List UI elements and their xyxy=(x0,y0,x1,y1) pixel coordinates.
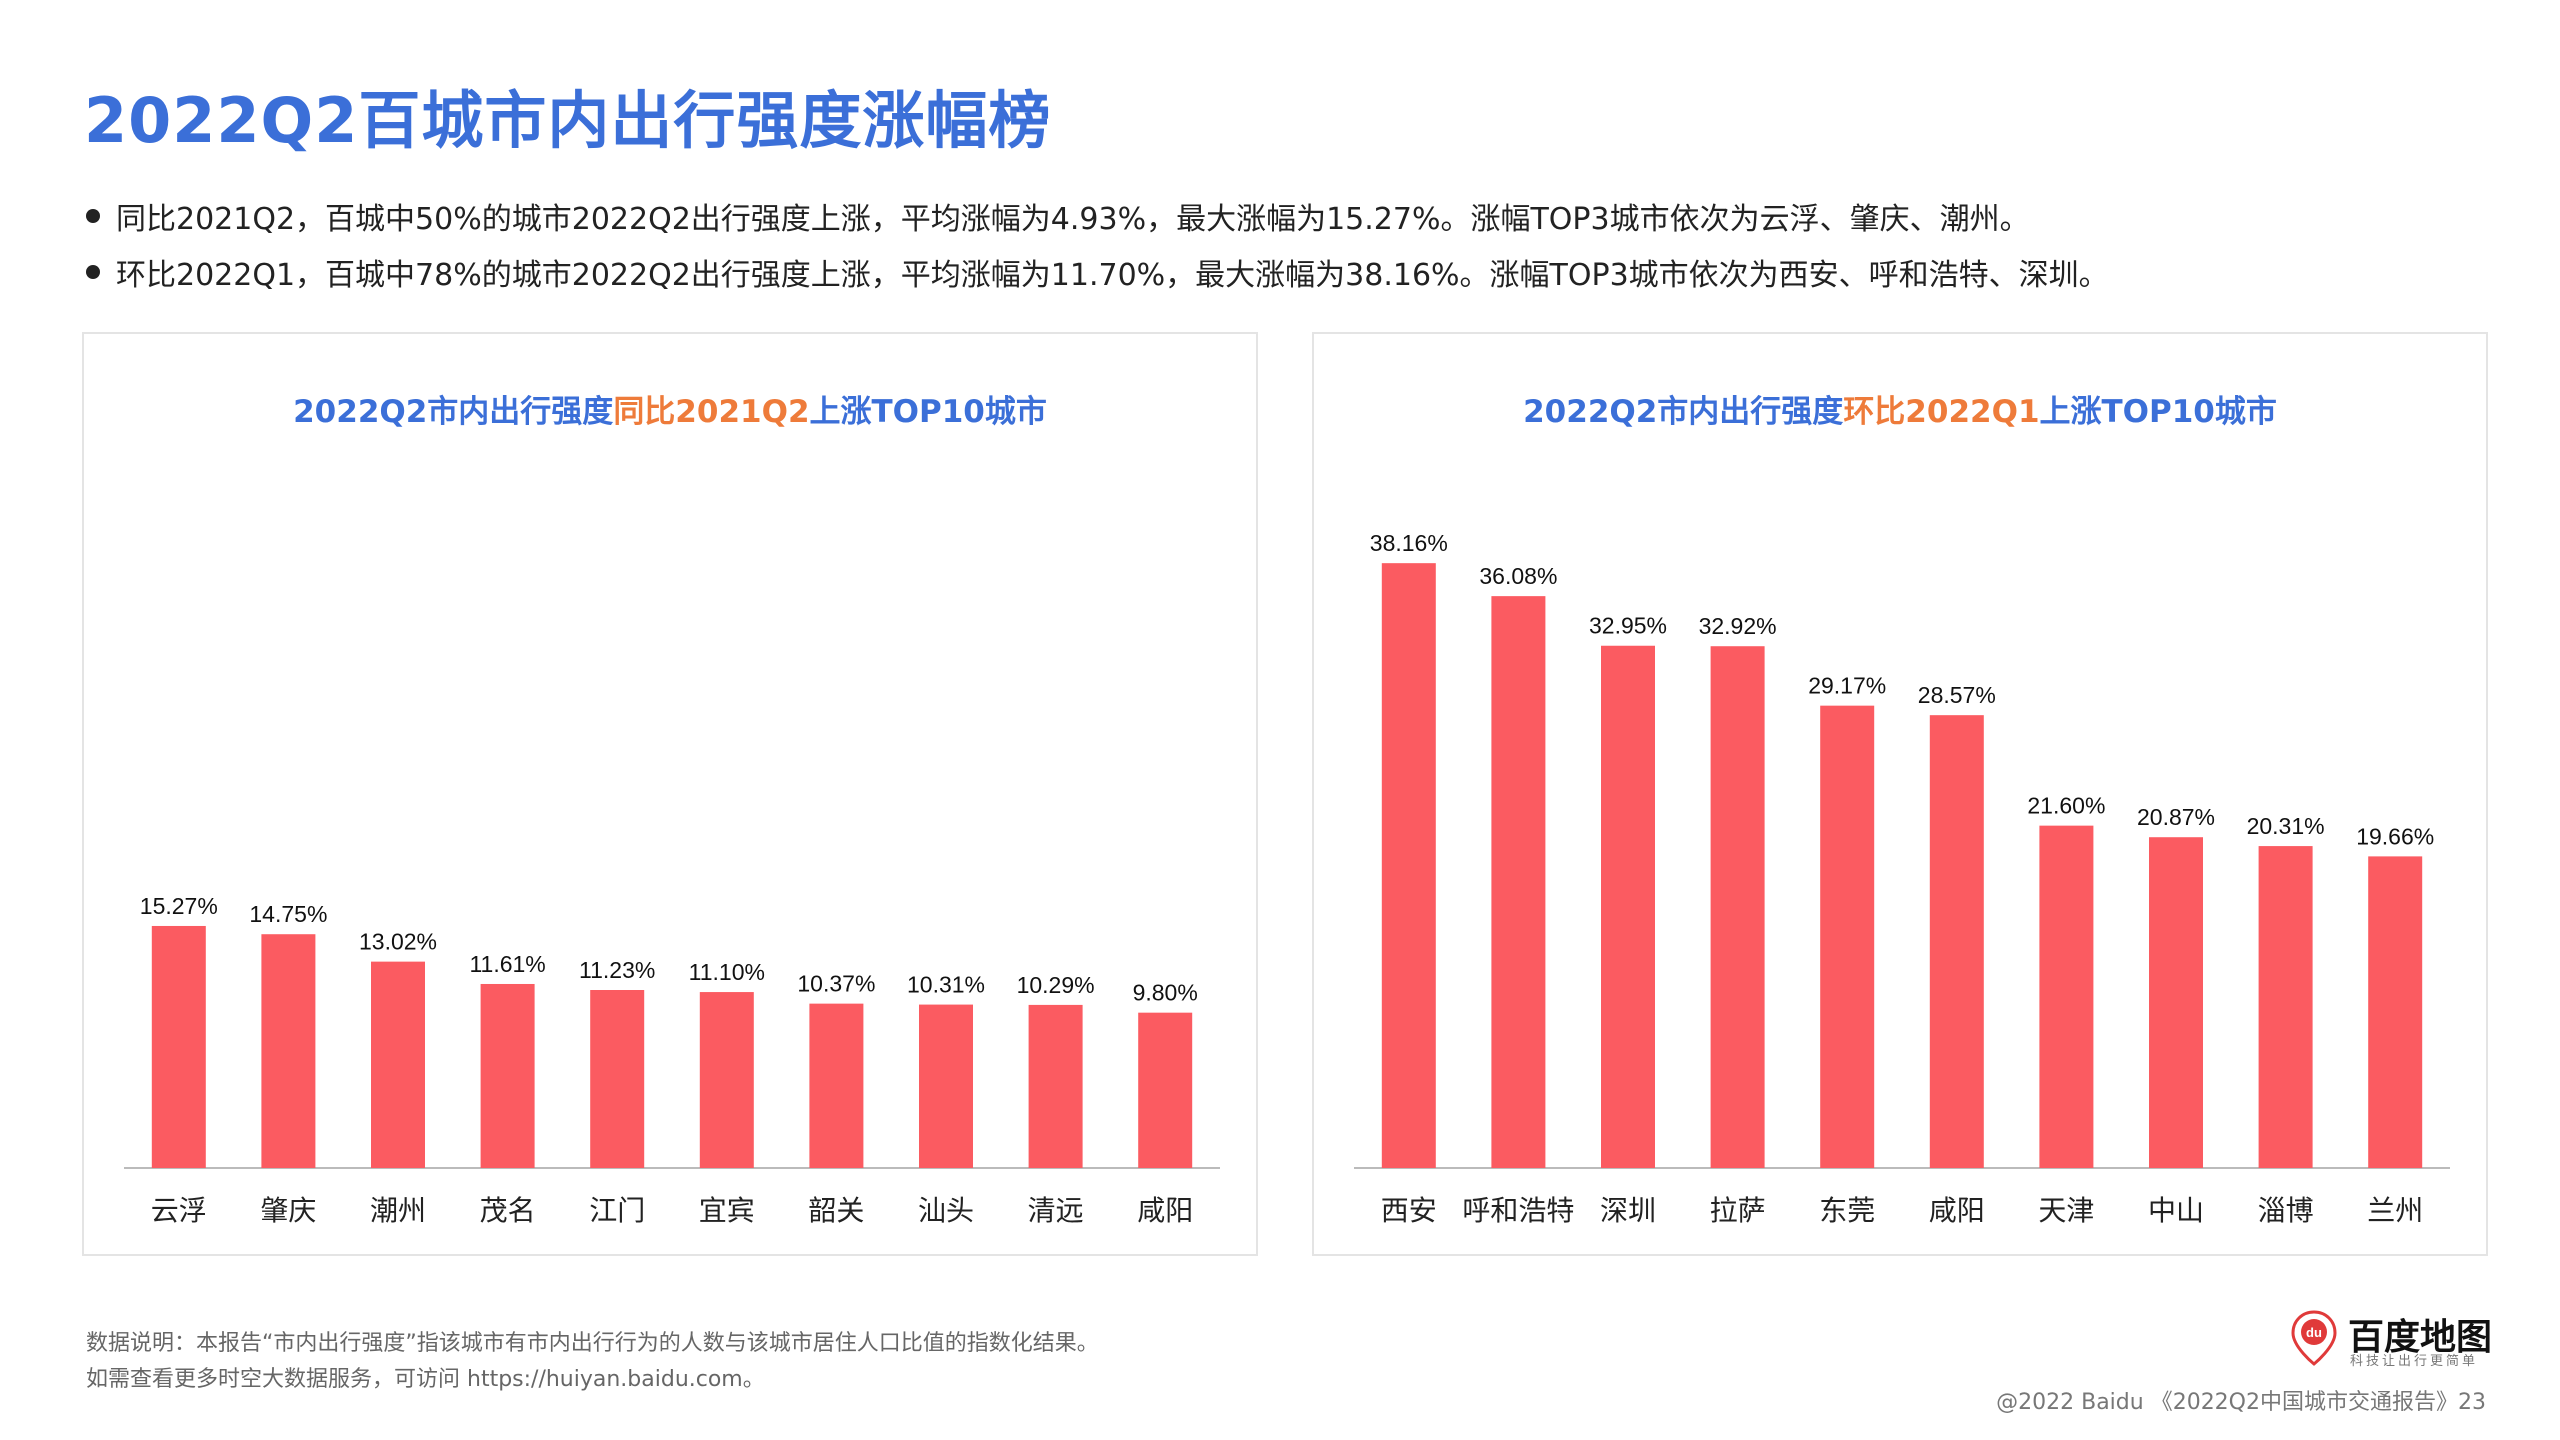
category-label: 中山 xyxy=(2148,1194,2204,1227)
bar xyxy=(1929,715,1984,1168)
chart-title-highlight: 同比2021Q2 xyxy=(613,394,810,430)
footnote-link: 如需查看更多时空大数据服务，可访问 https://huiyan.baidu.c… xyxy=(86,1367,765,1392)
data-label: 36.08% xyxy=(1479,563,1557,589)
chart-title-yoy: 2022Q2市内出行强度同比2021Q2上涨TOP10城市 xyxy=(84,386,1256,431)
data-label: 11.10% xyxy=(689,959,765,985)
category-label: 呼和浩特 xyxy=(1462,1194,1574,1227)
chart-title-highlight: 环比2022Q1 xyxy=(1843,394,2040,430)
chart-title-part: 2022Q2市内出行强度 xyxy=(1523,394,1844,430)
bar xyxy=(590,990,645,1168)
bar xyxy=(2149,837,2203,1168)
data-label: 9.80% xyxy=(1133,980,1198,1006)
data-label: 19.66% xyxy=(2356,823,2434,849)
footnote-definition: 数据说明：本报告“市内出行强度”指该城市有市内出行行为的人数与该城市居住人口比值… xyxy=(86,1331,1099,1356)
bar xyxy=(2258,846,2313,1168)
bar xyxy=(1491,596,1546,1168)
category-label: 天津 xyxy=(2038,1194,2094,1227)
chart-title-part: 2022Q2市内出行强度 xyxy=(293,394,614,430)
data-label: 32.92% xyxy=(1699,613,1777,639)
category-label: 西安 xyxy=(1381,1194,1437,1227)
page-title: 2022Q2百城市内出行强度涨幅榜 xyxy=(84,84,1052,157)
category-label: 江门 xyxy=(589,1194,645,1227)
bar-chart-qoq: 38.16% 西安 36.08% 呼和浩特 32.95% 深圳 32.92% 拉萨 29.17%… xyxy=(1354,530,2450,1227)
category-label: 深圳 xyxy=(1600,1194,1656,1227)
bar xyxy=(151,925,206,1168)
brand-name: 百度地图 xyxy=(2348,1317,2493,1358)
data-footnote: 数据说明：本报告“市内出行强度”指该城市有市内出行行为的人数与该城市居住人口比值… xyxy=(86,1326,1099,1398)
category-label: 潮州 xyxy=(370,1194,426,1227)
data-label: 29.17% xyxy=(1808,673,1886,699)
bar xyxy=(371,961,425,1168)
bar xyxy=(480,983,535,1168)
bar xyxy=(919,1004,973,1168)
bullet-dot-icon xyxy=(86,209,100,223)
data-label: 13.02% xyxy=(359,929,437,955)
bar xyxy=(261,934,316,1168)
map-pin-logo-icon: du xyxy=(2291,1310,2337,1366)
category-label: 拉萨 xyxy=(1710,1194,1766,1227)
data-label: 10.37% xyxy=(797,971,875,997)
category-label: 东莞 xyxy=(1819,1194,1875,1227)
summary-text-yoy: 同比2021Q2，百城中50%的城市2022Q2出行强度上涨，平均涨幅为4.93… xyxy=(116,202,2030,237)
summary-text-qoq: 环比2022Q1，百城中78%的城市2022Q2出行强度上涨，平均涨幅为11.7… xyxy=(116,258,2109,293)
data-label: 11.23% xyxy=(579,957,655,983)
bar xyxy=(1028,1004,1083,1168)
data-label: 11.61% xyxy=(469,951,545,977)
bar xyxy=(2039,825,2094,1168)
bar xyxy=(1820,705,1875,1168)
category-label: 汕头 xyxy=(918,1194,974,1227)
category-label: 淄博 xyxy=(2258,1194,2314,1227)
category-label: 韶关 xyxy=(808,1194,864,1227)
category-label: 咸阳 xyxy=(1137,1194,1193,1227)
bar xyxy=(699,992,754,1168)
data-label: 21.60% xyxy=(2027,793,2105,819)
summary-bullets: 同比2021Q2，百城中50%的城市2022Q2出行强度上涨，平均涨幅为4.93… xyxy=(86,188,2109,300)
chart-title-qoq: 2022Q2市内出行强度环比2022Q1上涨TOP10城市 xyxy=(1314,386,2486,431)
data-label: 38.16% xyxy=(1370,530,1448,556)
chart-panel-yoy: 2022Q2市内出行强度同比2021Q2上涨TOP10城市 15.27% 云浮 14… xyxy=(82,332,1258,1256)
bar-chart-yoy: 15.27% 云浮 14.75% 肇庆 13.02% 潮州 11.61% 茂名 11.23% 江门… xyxy=(124,893,1220,1227)
bar xyxy=(2368,856,2423,1168)
chart-panel-qoq: 2022Q2市内出行强度环比2022Q1上涨TOP10城市 38.16% 西安 36… xyxy=(1312,332,2488,1256)
bar xyxy=(1381,563,1436,1168)
bar xyxy=(809,1003,864,1168)
brand-logo: du 百度地图 科技让出行更简单 xyxy=(2290,1306,2500,1369)
category-label: 茂名 xyxy=(480,1194,536,1227)
category-label: 兰州 xyxy=(2367,1194,2423,1227)
category-label: 云浮 xyxy=(151,1194,207,1227)
chart-title-part: 上涨TOP10城市 xyxy=(809,394,1047,430)
brand-icon-text: du xyxy=(2306,1325,2322,1340)
data-label: 28.57% xyxy=(1918,682,1996,708)
summary-bullet-yoy: 同比2021Q2，百城中50%的城市2022Q2出行强度上涨，平均涨幅为4.93… xyxy=(86,188,2109,244)
data-label: 20.31% xyxy=(2247,813,2325,839)
bar xyxy=(1710,646,1765,1168)
category-label: 咸阳 xyxy=(1929,1194,1985,1227)
data-label: 20.87% xyxy=(2137,804,2215,830)
category-label: 清远 xyxy=(1028,1194,1084,1227)
data-label: 15.27% xyxy=(140,893,218,919)
category-label: 宜宾 xyxy=(699,1194,755,1227)
data-label: 10.29% xyxy=(1017,972,1095,998)
chart-title-part: 上涨TOP10城市 xyxy=(2039,394,2277,430)
data-label: 32.95% xyxy=(1589,613,1667,639)
data-label: 14.75% xyxy=(249,901,327,927)
footer-reference: @2022 Baidu 《2022Q2中国城市交通报告》23 xyxy=(1996,1390,2486,1415)
bar xyxy=(1138,1012,1193,1168)
summary-bullet-qoq: 环比2022Q1，百城中78%的城市2022Q2出行强度上涨，平均涨幅为11.7… xyxy=(86,244,2109,300)
bar xyxy=(1601,645,1655,1168)
category-label: 肇庆 xyxy=(260,1194,316,1227)
bullet-dot-icon xyxy=(86,265,100,279)
brand-tagline: 科技让出行更简单 xyxy=(2350,1354,2479,1369)
data-label: 10.31% xyxy=(907,972,985,998)
